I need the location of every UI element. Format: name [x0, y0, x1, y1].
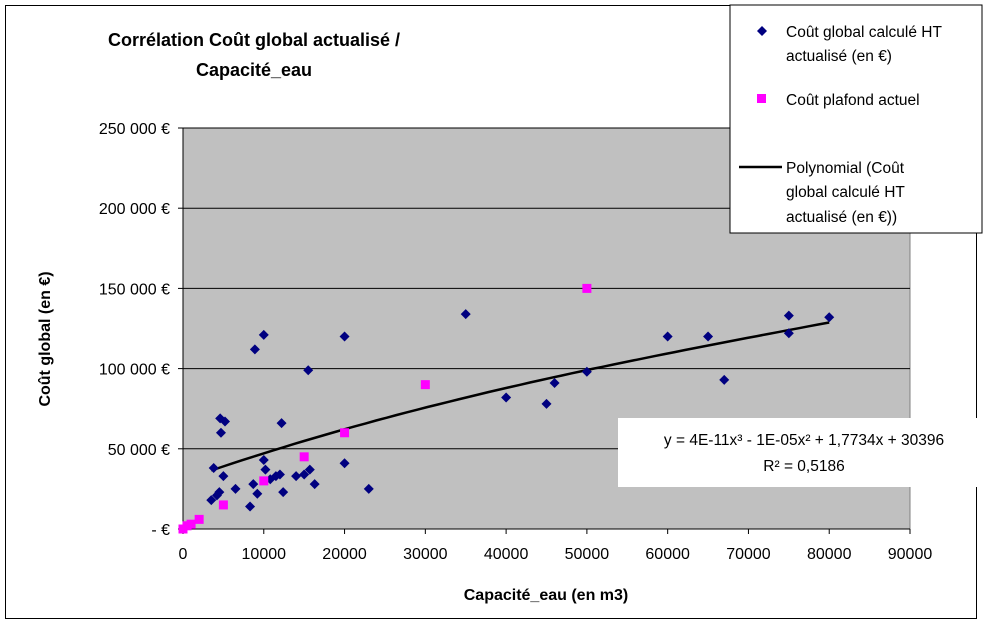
data-point-diamond	[260, 464, 271, 475]
data-point-diamond	[363, 483, 374, 494]
data-point-diamond	[339, 331, 350, 342]
y-tick-label: 150 000 €	[99, 281, 170, 298]
data-point-diamond	[783, 328, 794, 339]
legend-box	[729, 4, 983, 234]
axes	[178, 127, 911, 534]
x-tick-label: 30000	[403, 546, 448, 563]
data-point-square	[582, 283, 592, 293]
x-tick-label: 0	[179, 546, 188, 563]
y-tick-label: - €	[151, 522, 170, 539]
data-point-diamond	[258, 455, 269, 466]
data-point-diamond	[218, 471, 229, 482]
data-point-diamond	[278, 487, 289, 498]
chart-title-line-1: Corrélation Coût global actualisé /	[108, 30, 400, 50]
legend-label-series-3-line-1: Polynomial (Coût	[786, 160, 905, 177]
legend-label-series-3-line-2: global calculé HT	[786, 184, 905, 201]
trendline	[210, 321, 830, 472]
legend-label-series-2: Coût plafond actuel	[786, 92, 920, 109]
x-tick-label: 70000	[726, 546, 771, 563]
data-point-diamond	[230, 483, 241, 494]
y-axis-title: Coût global (en €)	[37, 271, 54, 406]
data-point-diamond	[304, 464, 315, 475]
data-point-diamond	[248, 479, 259, 490]
data-point-diamond	[309, 479, 320, 490]
data-point-diamond	[220, 416, 231, 427]
x-tick-label: 60000	[645, 546, 690, 563]
y-tick-label: 100 000 €	[99, 362, 170, 379]
r-squared: R² = 0,5186	[763, 458, 844, 475]
series-cout-plafond-points	[178, 283, 592, 534]
x-tick-labels: 0 10000 20000 30000 40000 50000 60000 70000 8000…	[179, 546, 933, 563]
data-point-diamond	[215, 427, 226, 438]
x-tick-label: 10000	[242, 546, 287, 563]
data-point-square	[186, 519, 196, 529]
legend: Coût global calculé HT actualisé (en €) …	[729, 4, 983, 234]
y-tick-label: 50 000 €	[108, 442, 170, 459]
legend-label-series-1-line-1: Coût global calculé HT	[786, 24, 942, 41]
x-axis-title: Capacité_eau (en m3)	[464, 587, 629, 604]
data-point-square	[218, 500, 228, 510]
data-point-diamond	[703, 331, 714, 342]
data-point-square	[420, 380, 430, 390]
trendline-group	[210, 321, 830, 472]
data-point-square	[299, 452, 309, 462]
data-point-diamond	[258, 329, 269, 340]
data-point-diamond	[662, 331, 673, 342]
data-point-diamond	[549, 378, 560, 389]
data-point-square	[194, 514, 204, 524]
data-point-diamond	[541, 398, 552, 409]
data-point-diamond	[339, 458, 350, 469]
data-point-diamond	[245, 501, 256, 512]
x-tick-label: 50000	[565, 546, 610, 563]
data-point-diamond	[208, 463, 219, 474]
data-point-diamond	[460, 309, 471, 320]
data-point-diamond	[719, 374, 730, 385]
data-point-square	[340, 428, 350, 438]
legend-marker-square	[757, 94, 766, 103]
data-point-diamond	[303, 365, 314, 376]
data-point-square	[259, 476, 269, 486]
data-point-diamond	[274, 469, 285, 480]
data-point-diamond	[299, 469, 310, 480]
chart-title-line-2: Capacité_eau	[196, 60, 312, 80]
data-point-diamond	[206, 495, 217, 506]
data-point-diamond	[824, 312, 835, 323]
data-point-diamond	[214, 487, 225, 498]
legend-label-series-1-line-2: actualisé (en €)	[786, 48, 892, 65]
legend-label-series-3-line-3: actualisé (en €))	[786, 209, 897, 226]
y-tick-labels: - € 50 000 € 100 000 € 150 000 € 200 000 € 25…	[99, 121, 170, 539]
data-point-diamond	[252, 488, 263, 499]
trendline-equation-box: y = 4E-11x³ - 1E-05x² + 1,7734x + 30396 …	[618, 418, 984, 487]
data-point-diamond	[249, 344, 260, 355]
data-point-diamond	[783, 310, 794, 321]
data-point-diamond	[581, 366, 592, 377]
series-cout-global-points	[206, 309, 835, 512]
y-tick-label: 250 000 €	[99, 121, 170, 138]
y-tick-label: 200 000 €	[99, 201, 170, 218]
data-point-diamond	[291, 471, 302, 482]
legend-marker-diamond	[757, 26, 767, 36]
x-tick-label: 40000	[484, 546, 529, 563]
x-tick-label: 20000	[322, 546, 367, 563]
x-tick-label: 90000	[888, 546, 933, 563]
data-point-diamond	[276, 418, 287, 429]
x-tick-label: 80000	[807, 546, 852, 563]
data-point-diamond	[501, 392, 512, 403]
trendline-equation: y = 4E-11x³ - 1E-05x² + 1,7734x + 30396	[664, 432, 944, 449]
equation-background	[618, 418, 984, 487]
